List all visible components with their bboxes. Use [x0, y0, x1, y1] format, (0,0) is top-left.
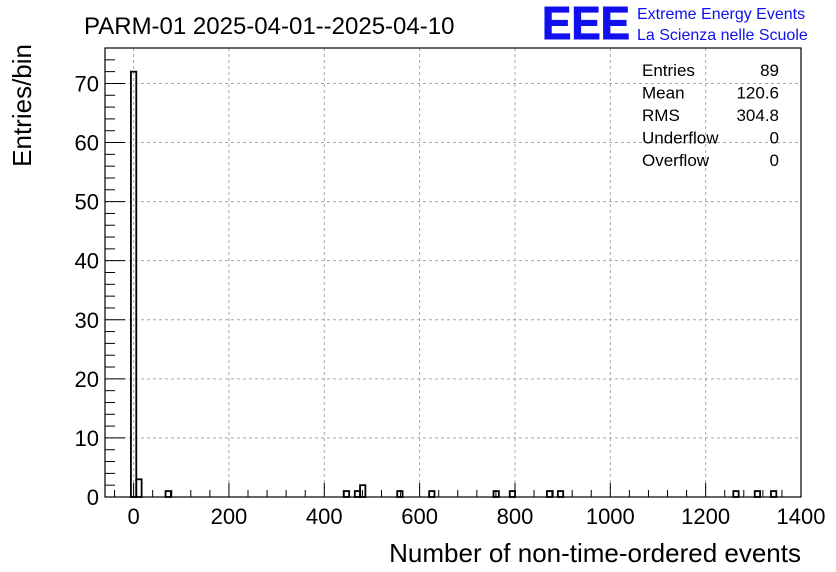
y-tick-label: 40	[75, 249, 99, 274]
y-tick-label: 30	[75, 308, 99, 333]
stats-label: Underflow	[642, 129, 719, 148]
stats-label: RMS	[642, 106, 680, 125]
stats-label: Overflow	[642, 151, 710, 170]
histogram-bin	[546, 490, 554, 498]
histogram-bin	[164, 490, 172, 498]
y-tick-label: 10	[75, 426, 99, 451]
y-tick-label: 20	[75, 367, 99, 392]
plot-frame	[104, 47, 802, 498]
axis-tick-labels: 0 200 400 600 800 1000 1200 1400 0 10 20 30 40 50 60 70	[75, 71, 826, 529]
y-tick-label: 60	[75, 131, 99, 156]
stats-value: 120.6	[736, 84, 779, 103]
stats-box: Entries 89 Mean 120.6 RMS 304.8 Underflow 0 Over…	[642, 61, 779, 170]
y-tick-label: 70	[75, 71, 99, 96]
histogram-bin	[770, 490, 778, 498]
stats-value: 0	[770, 151, 779, 170]
histogram-bin	[753, 490, 761, 498]
x-tick-label: 1000	[586, 504, 635, 529]
stats-label: Entries	[642, 61, 695, 80]
x-tick-label: 200	[211, 504, 248, 529]
x-tick-label: 800	[497, 504, 534, 529]
grid-layer	[105, 48, 802, 497]
x-axis-title: Number of non-time-ordered events	[389, 538, 801, 568]
histogram-bin	[428, 490, 436, 498]
eee-logo-line1: Extreme Energy Events	[637, 6, 805, 23]
histogram-bin	[135, 478, 143, 498]
histogram-bin	[396, 490, 404, 498]
histogram-bin	[556, 490, 565, 498]
x-tick-label: 1200	[681, 504, 730, 529]
y-tick-label: 0	[87, 485, 99, 510]
x-tick-label: 600	[401, 504, 438, 529]
eee-logo: EEE Extreme Energy Events La Scienza nel…	[542, 0, 808, 50]
stats-label: Mean	[642, 84, 685, 103]
y-tick-label: 50	[75, 190, 99, 215]
chart-title: PARM-01 2025-04-01--2025-04-10	[84, 13, 454, 40]
histogram-bin	[342, 490, 351, 498]
eee-logo-line2: La Scienza nelle Scuole	[637, 27, 808, 44]
axis-ticks	[105, 59, 802, 498]
stats-value: 304.8	[736, 106, 779, 125]
histogram-bin	[732, 490, 740, 498]
histogram-bin	[508, 490, 516, 498]
x-tick-label: 1400	[777, 504, 826, 529]
stats-value: 0	[770, 129, 779, 148]
eee-logo-mark: EEE	[542, 0, 630, 49]
x-tick-label: 400	[306, 504, 343, 529]
x-tick-label: 0	[127, 504, 139, 529]
stats-value: 89	[760, 61, 779, 80]
y-axis-title: Entries/bin	[7, 44, 37, 167]
